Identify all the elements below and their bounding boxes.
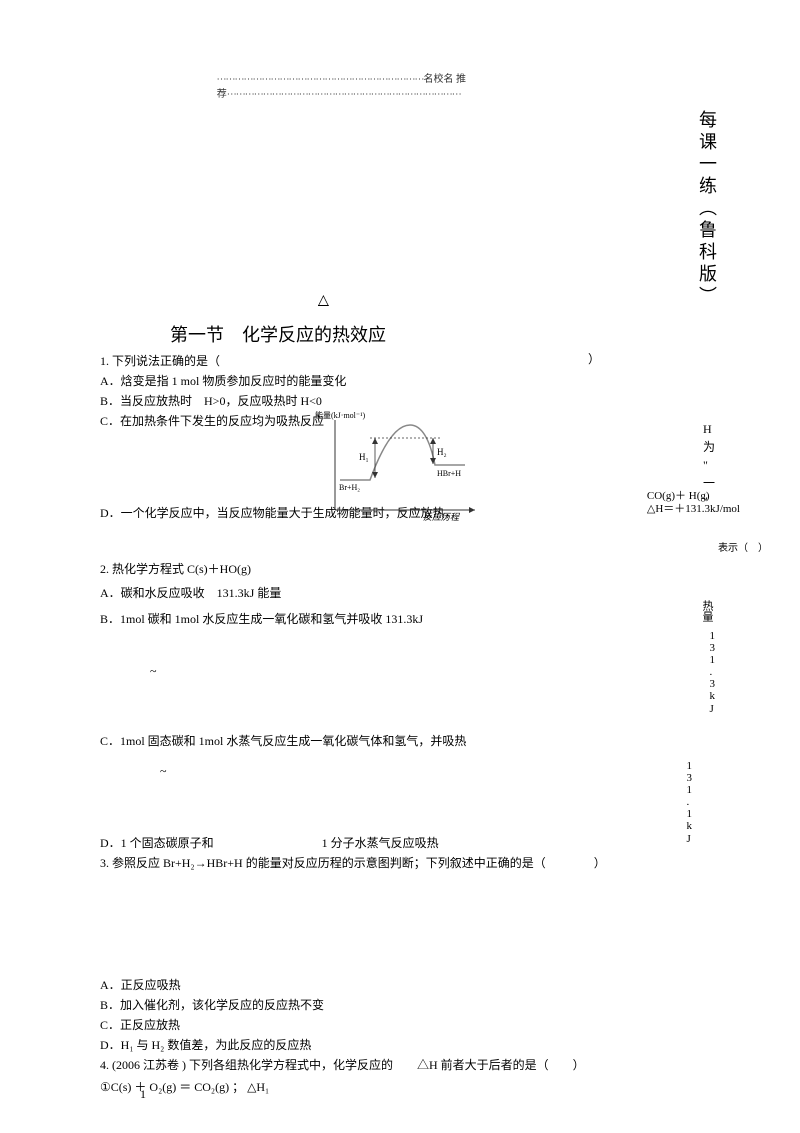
q2-option-b: B．1mol 碳和 1mol 水反应生成一氧化碳和氢气并吸收 131.3kJ xyxy=(100,610,700,628)
q4-equation: ①C(s) ＋ O₂(g) ＝ CO₂(g) ； △H₁ xyxy=(100,1078,700,1096)
q1-option-a: A．焓变是指 1 mol 物质参加反应时的能量变化 xyxy=(100,372,700,390)
q1-option-b: B．当反应放热时 H>0，反应吸热时 H<0 xyxy=(100,392,700,410)
diagram-reactant: Br+H₂ xyxy=(339,483,360,492)
header-recommendation: ⋯⋯⋯⋯⋯⋯⋯⋯⋯⋯⋯⋯⋯⋯⋯⋯⋯⋯⋯⋯⋯⋯⋯名校名 推荐⋯⋯⋯⋯⋯⋯⋯⋯⋯⋯⋯… xyxy=(110,72,570,102)
energy-diagram: H₁ H₂ HBr+H Br+H₂ 反应历程 能量(kJ·mol⁻¹) xyxy=(315,410,485,525)
diagram-h1: H₁ xyxy=(359,452,369,462)
q2-right-equation: CO(g)＋ H(g) △H＝＋131.3kJ/mol xyxy=(647,490,740,516)
q2-d-value: 131.1kJ xyxy=(687,760,693,845)
heat-label: 热量 xyxy=(699,600,716,622)
q4-stem: 4. (2006 江苏卷 ) 下列各组热化学方程式中，化学反应的 △H 前者大于… xyxy=(100,1056,700,1074)
q2-tilde2: ~ xyxy=(160,762,700,780)
q2-tail: 表示（ ） xyxy=(718,541,768,556)
q2-c-value: 131.3kJ xyxy=(710,630,716,715)
q2-option-c: C．1mol 固态碳和 1mol 水蒸气反应生成一氧化碳气体和氢气，并吸热 xyxy=(100,732,700,750)
diagram-unit: 能量(kJ·mol⁻¹) xyxy=(315,410,366,420)
q1-stem: 1. 下列说法正确的是（ xyxy=(100,352,700,370)
page-number: 1 xyxy=(140,1085,146,1103)
q3-stem: 3. 参照反应 Br+H₂→HBr+H 的能量对反应历程的示意图判断；下列叙述中… xyxy=(100,854,700,872)
q3-option-a: A．正反应吸热 xyxy=(100,976,700,994)
diagram-product: HBr+H xyxy=(437,469,461,478)
q2-stem: 2. 热化学方程式 C(s)＋HO(g) xyxy=(100,560,700,578)
q3-option-b: B．加入催化剂，该化学反应的反应热不变 xyxy=(100,996,700,1014)
q2-tilde1: ~ xyxy=(150,662,700,680)
q2-option-a: A．碳和水反应吸收 131.3kJ 能量 xyxy=(100,584,700,602)
underline-mark: △ xyxy=(318,290,329,311)
vertical-book-title: 每课一练（鲁科版） xyxy=(693,110,720,308)
diagram-h2: H₂ xyxy=(437,447,447,457)
section-title: 第一节 化学反应的热效应 xyxy=(170,322,386,349)
q3-option-d: D．H₁ 与 H₂ 数值差，为此反应的反应热 xyxy=(100,1036,700,1054)
q3-option-c: C．正反应放热 xyxy=(100,1016,700,1034)
diagram-xlabel: 反应历程 xyxy=(423,512,460,522)
q2-option-d: D．1 个固态碳原子和 1 分子水蒸气反应吸热 xyxy=(100,834,700,852)
q1-close-paren: ） xyxy=(588,350,600,368)
